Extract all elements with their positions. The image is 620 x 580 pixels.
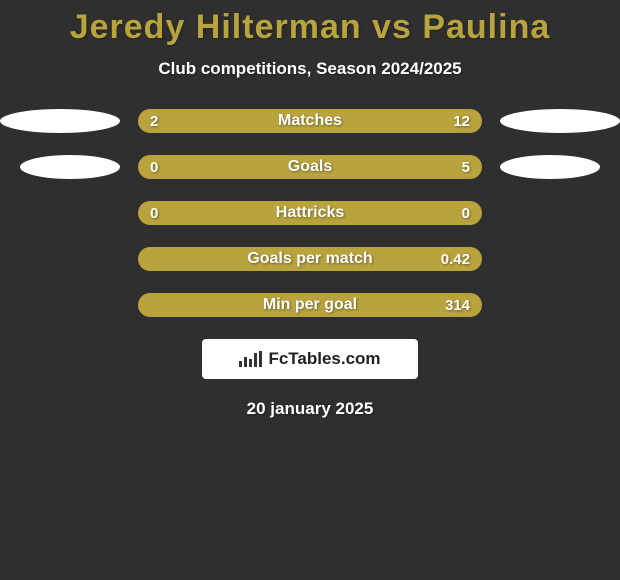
- stat-label: Min per goal: [263, 296, 357, 314]
- stat-row: 0 Hattricks 0: [0, 201, 620, 225]
- branding-text: FcTables.com: [268, 349, 380, 369]
- stat-label: Goals per match: [247, 250, 372, 268]
- stat-label: Goals: [288, 158, 332, 176]
- stat-value-right: 5: [462, 159, 470, 176]
- stat-row: 2 Matches 12: [0, 109, 620, 133]
- stat-bar: 0 Hattricks 0: [138, 201, 482, 225]
- stat-row: Goals per match 0.42: [0, 247, 620, 271]
- branding-box: FcTables.com: [202, 339, 418, 379]
- stats-area: 2 Matches 12 0 Goals 5 0 Hattricks 0 Goals per ma…: [0, 109, 620, 317]
- stat-bar: Goals per match 0.42: [138, 247, 482, 271]
- stat-value-left: 0: [150, 205, 158, 222]
- stat-label: Hattricks: [276, 204, 344, 222]
- bar-label-container: Min per goal 314: [138, 293, 482, 317]
- stat-row: Min per goal 314: [0, 293, 620, 317]
- stat-value-right: 0: [462, 205, 470, 222]
- stat-bar: 2 Matches 12: [138, 109, 482, 133]
- stat-value-left: 0: [150, 159, 158, 176]
- bar-label-container: Goals per match 0.42: [138, 247, 482, 271]
- stat-bar: 0 Goals 5: [138, 155, 482, 179]
- comparison-infographic: Jeredy Hilterman vs Paulina Club competi…: [0, 0, 620, 580]
- bar-label-container: 0 Goals 5: [138, 155, 482, 179]
- bar-label-container: 0 Hattricks 0: [138, 201, 482, 225]
- bar-label-container: 2 Matches 12: [138, 109, 482, 133]
- stat-label: Matches: [278, 112, 342, 130]
- page-subtitle: Club competitions, Season 2024/2025: [0, 59, 620, 79]
- date-text: 20 january 2025: [0, 399, 620, 419]
- stat-value-right: 0.42: [441, 251, 470, 268]
- stat-value-right: 314: [445, 297, 470, 314]
- chart-icon: [239, 351, 264, 367]
- stat-value-right: 12: [453, 113, 470, 130]
- page-title: Jeredy Hilterman vs Paulina: [0, 0, 620, 47]
- stat-row: 0 Goals 5: [0, 155, 620, 179]
- stat-value-left: 2: [150, 113, 158, 130]
- stat-bar: Min per goal 314: [138, 293, 482, 317]
